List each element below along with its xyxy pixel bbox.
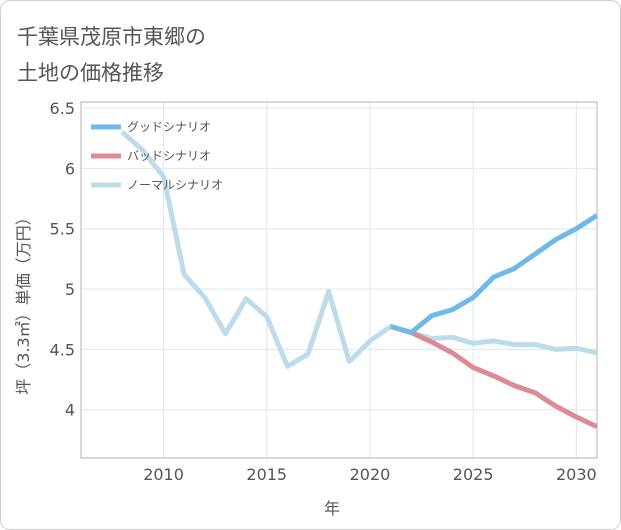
x-tick-label: 2025 bbox=[453, 465, 494, 484]
grid-layer bbox=[81, 102, 597, 458]
y-axis-title: 坪（3.3㎡）単価（万円） bbox=[14, 209, 33, 394]
y-tick-label: 6.5 bbox=[50, 99, 75, 118]
series-line-0 bbox=[389, 213, 597, 335]
legend-label-2: ノーマルシナリオ bbox=[127, 178, 223, 192]
y-tick-label: 4 bbox=[65, 401, 75, 420]
x-tick-label: 2015 bbox=[246, 465, 287, 484]
tick-layer: 2010 2015 2020 2025 2030 4 4.5 5 5.5 6 6.5 bbox=[50, 99, 597, 484]
x-axis-title: 年 bbox=[324, 499, 340, 518]
chart-title: 千葉県茂原市東郷の 土地の価格推移 bbox=[17, 19, 206, 91]
series-line-1 bbox=[389, 324, 597, 429]
x-tick-label: 2010 bbox=[143, 465, 184, 484]
series-layer bbox=[120, 130, 597, 429]
plot-area-border bbox=[80, 101, 598, 459]
x-tick-label: 2020 bbox=[350, 465, 391, 484]
y-tick-label: 6 bbox=[65, 159, 75, 178]
legend-label-1: バッドシナリオ bbox=[127, 149, 211, 163]
y-tick-label: 5 bbox=[65, 280, 75, 299]
x-tick-label: 2030 bbox=[556, 465, 597, 484]
title-line-1: 千葉県茂原市東郷の bbox=[17, 25, 206, 49]
legend-label-0: グッドシナリオ bbox=[127, 120, 211, 134]
y-tick-label: 5.5 bbox=[50, 220, 75, 239]
title-line-2: 土地の価格推移 bbox=[17, 61, 164, 85]
series-line-2 bbox=[120, 130, 597, 369]
y-tick-label: 4.5 bbox=[50, 340, 75, 359]
